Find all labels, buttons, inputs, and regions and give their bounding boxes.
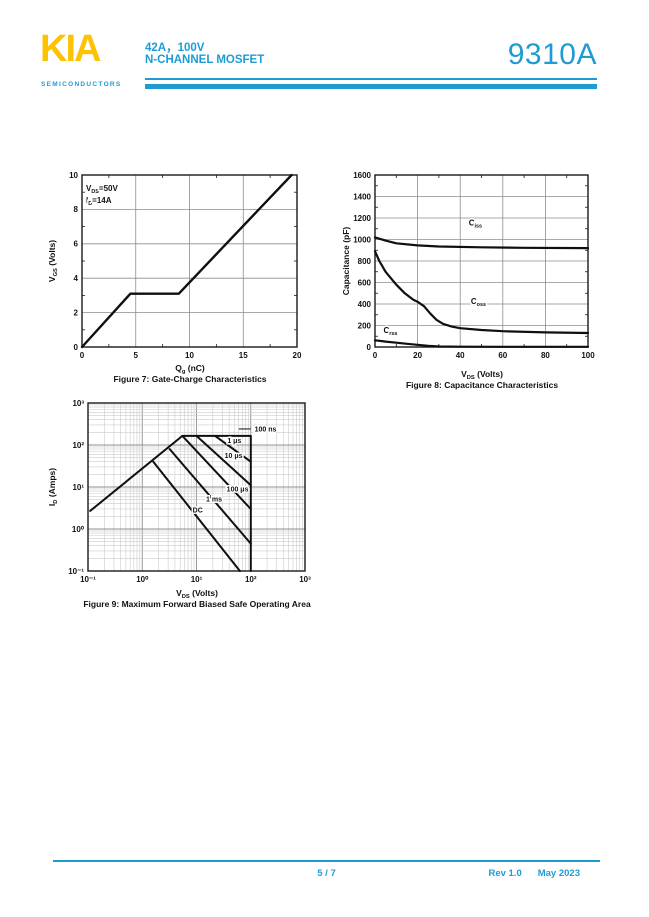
revision-date: May 2023: [537, 868, 580, 879]
fig8-x-axis-title: VDS (Volts): [461, 369, 503, 381]
fig7-caption: Figure 7: Gate-Charge Characteristics: [113, 374, 267, 384]
footer-rule: [53, 860, 600, 862]
curve-label-Ciss: Ciss: [469, 219, 482, 230]
kia-logo: KIA: [40, 28, 101, 70]
y-tick-label: 10⁰: [72, 525, 85, 534]
y-tick-label: 600: [358, 278, 372, 287]
header-rule-thick: [145, 84, 597, 89]
figure-7-gate-charge: VDS=50V ID=14A 0 5 10 15 20 0 2 4 6 8 10 VGS (Volts)…: [36, 163, 328, 395]
fig7-y-axis-title: VGS (Volts): [47, 239, 59, 283]
curve-Coss: [373, 250, 590, 335]
annotation-line: ID=14A: [86, 196, 112, 207]
curve-label: 100 μs: [227, 487, 249, 494]
x-tick-label: 0: [373, 351, 378, 360]
y-tick-label: 200: [358, 321, 372, 330]
curve-100us: [181, 434, 252, 510]
x-tick-label: 10⁻¹: [80, 575, 96, 584]
curve-label: 100 ns: [255, 426, 277, 433]
fig9-x-axis-title: VDS (Volts): [176, 588, 218, 600]
y-tick-label: 0: [74, 343, 79, 352]
x-tick-label: 10¹: [191, 575, 203, 584]
fig8-y-axis-title: Capacitance (pF): [341, 226, 351, 296]
figure-8-capacitance: Ciss Coss Crss 0 20 40 60 80 100 0 200 400 600 800 100…: [330, 163, 622, 395]
y-tick-label: 2: [74, 308, 79, 317]
curve-label-Coss: Coss: [471, 297, 486, 308]
y-tick-label: 4: [74, 274, 79, 283]
part-number: 9310A: [507, 38, 597, 71]
curve-label: DC: [193, 507, 203, 514]
x-tick-label: 20: [293, 351, 302, 360]
fig9-y-axis-title: ID (Amps): [47, 467, 59, 507]
y-tick-label: 6: [74, 240, 79, 249]
x-tick-label: 20: [413, 351, 422, 360]
fig8-caption: Figure 8: Capacitance Characteristics: [405, 380, 559, 390]
curve-1us: [214, 434, 252, 463]
y-tick-label: 10³: [72, 399, 84, 408]
y-tick-label: 8: [74, 205, 79, 214]
revision-label: Rev 1.0: [488, 868, 522, 879]
curve-label: 10 μs: [225, 453, 243, 460]
x-tick-label: 100: [581, 351, 595, 360]
kia-logo-subtext: SEMICONDUCTORS: [41, 81, 122, 88]
curve-1ms: [168, 448, 252, 545]
y-tick-label: 10: [69, 171, 78, 180]
x-tick-label: 15: [239, 351, 248, 360]
y-tick-label: 1000: [353, 235, 371, 244]
curve-label: 1 ms: [206, 497, 222, 504]
x-tick-label: 0: [80, 351, 85, 360]
fig7-x-axis-title: Qg (nC): [175, 363, 205, 375]
y-tick-label: 1400: [353, 192, 371, 201]
x-tick-label: 40: [456, 351, 465, 360]
figure-9-soa: 100 ns 1 μs 10 μs 100 μs 1 ms DC 10⁻¹ 10⁰ 10¹ 10²…: [36, 392, 336, 616]
plot-border: [87, 402, 306, 572]
annotation-line: VDS=50V: [86, 184, 118, 195]
x-tick-label: 10²: [245, 575, 257, 584]
curve-label-Crss: Crss: [384, 326, 398, 337]
y-tick-label: 800: [358, 257, 372, 266]
x-tick-label: 80: [541, 351, 550, 360]
y-tick-label: 10¹: [72, 483, 84, 492]
curve-gate-charge-curve: [80, 173, 293, 349]
x-tick-label: 10³: [299, 575, 311, 584]
y-tick-label: 1200: [353, 214, 371, 223]
curve-Ciss: [373, 236, 590, 250]
revision-block: Rev 1.0 May 2023: [488, 868, 580, 879]
device-type: N-CHANNEL MOSFET: [145, 54, 265, 66]
y-tick-label: 0: [367, 343, 372, 352]
y-tick-label: 1600: [353, 171, 371, 180]
curve-Crss: [373, 339, 590, 348]
x-tick-label: 10⁰: [136, 575, 149, 584]
fig9-caption: Figure 9: Maximum Forward Biased Safe Op…: [83, 599, 311, 609]
curve-label: 1 μs: [227, 438, 241, 445]
plot-border: [81, 174, 298, 348]
curve-DC: [152, 460, 241, 572]
page-indicator: 5 / 7: [317, 868, 336, 879]
curve-10us: [195, 434, 252, 487]
x-tick-label: 60: [498, 351, 507, 360]
x-tick-label: 5: [134, 351, 139, 360]
y-tick-label: 10²: [72, 441, 84, 450]
x-tick-label: 10: [185, 351, 194, 360]
header-rule-thin: [145, 78, 597, 80]
device-rating: 42A，100V: [145, 42, 205, 54]
y-tick-label: 10⁻¹: [68, 567, 84, 576]
y-tick-label: 400: [358, 300, 372, 309]
